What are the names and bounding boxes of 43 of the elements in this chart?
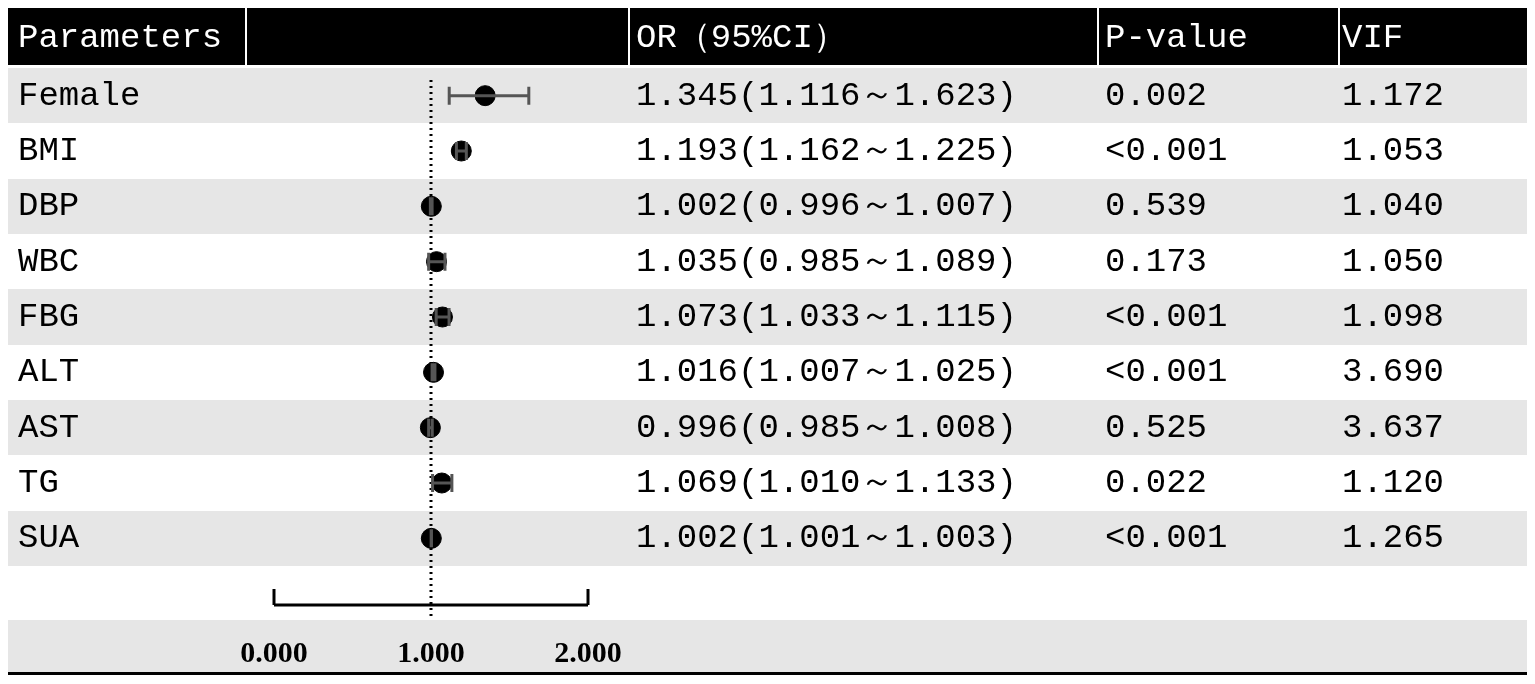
text: 1.172 <box>1342 76 1445 115</box>
y-tick-label: AST <box>18 408 80 447</box>
text: 1.120 <box>1342 464 1445 502</box>
data-label: 1.073(1.033～1.115) <box>636 298 1017 336</box>
text: OR（95%CI） <box>636 19 847 57</box>
text: 0.525 <box>1105 408 1208 447</box>
data-label: 1.002(1.001～1.003) <box>636 519 1017 558</box>
y-tick-label: FBG <box>18 298 80 336</box>
data-label: 1.193(1.162～1.225) <box>636 132 1017 170</box>
y-tick-label: TG <box>18 464 59 502</box>
y-tick-label: ALT <box>18 353 80 392</box>
text: 1.040 <box>1342 187 1445 226</box>
text: <0.001 <box>1105 353 1228 392</box>
y-axis-title: Parameters <box>18 19 223 57</box>
text: <0.001 <box>1105 298 1228 336</box>
data-label: 0.996(0.985～1.008) <box>636 408 1017 447</box>
text: 1.053 <box>1342 132 1445 170</box>
text: 3.637 <box>1342 408 1445 447</box>
y-tick-label: DBP <box>18 187 80 226</box>
data-label: 1.002(0.996～1.007) <box>636 187 1017 226</box>
text: 1.265 <box>1342 519 1445 558</box>
text: 1.050 <box>1342 242 1445 281</box>
x-tick-label: 0.000 <box>240 634 308 668</box>
data-label: 1.069(1.010～1.133) <box>636 464 1017 502</box>
text: <0.001 <box>1105 519 1228 558</box>
text: 0.022 <box>1105 464 1208 502</box>
text: 0.002 <box>1105 76 1208 115</box>
text: 3.690 <box>1342 353 1445 392</box>
data-label: 1.345(1.116～1.623) <box>636 76 1017 115</box>
y-tick-label: WBC <box>18 242 80 281</box>
text: P-value <box>1105 19 1248 57</box>
y-tick-label: BMI <box>18 132 80 170</box>
x-tick-label: 1.000 <box>397 634 465 668</box>
data-label: 1.016(1.007～1.025) <box>636 353 1017 392</box>
text: 1.098 <box>1342 298 1445 336</box>
text: 0.539 <box>1105 187 1208 226</box>
text: VIF <box>1342 19 1404 57</box>
data-label: 1.035(0.985～1.089) <box>636 242 1017 281</box>
text: <0.001 <box>1105 132 1228 170</box>
x-tick-label: 2.000 <box>554 634 622 668</box>
text: 0.173 <box>1105 242 1208 281</box>
y-tick-label: SUA <box>18 519 80 558</box>
y-tick-label: Female <box>18 76 141 115</box>
